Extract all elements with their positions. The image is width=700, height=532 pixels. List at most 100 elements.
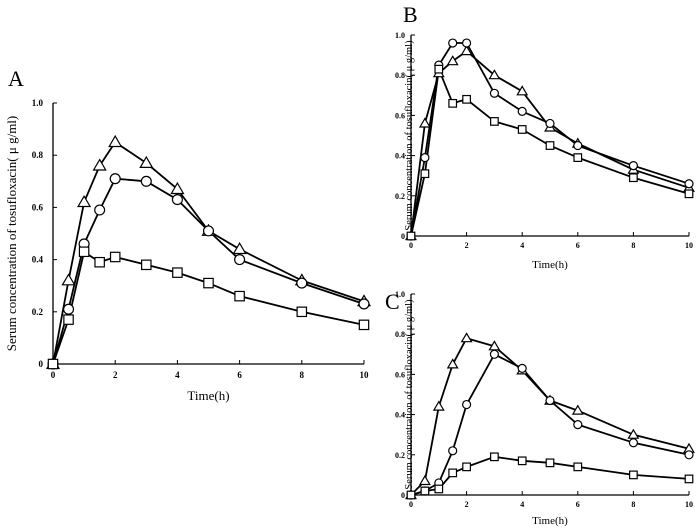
panel-a-point-square bbox=[172, 267, 183, 278]
panel-b-x-axis-label: Time(h) bbox=[532, 259, 568, 271]
panel-c-point-triangle bbox=[432, 400, 445, 411]
panel-b-x-tick-label: 10 bbox=[685, 241, 693, 250]
panel-a-x-axis-label: Time(h) bbox=[187, 388, 229, 403]
panel-c-point-triangle bbox=[418, 474, 431, 486]
panel-c-point-triangle bbox=[571, 404, 584, 415]
panel-c-x-tick-label: 2 bbox=[465, 500, 469, 509]
panel-b-y-tick-label: 0.4 bbox=[395, 152, 405, 161]
panel-b: B 0 2 4 6 8 10 0 0.2 0.4 0.6 0.8 1.0 Time(h) Serum con… bbox=[395, 2, 695, 271]
panel-b-point-square bbox=[629, 173, 638, 183]
panel-b-x-tick-label: 4 bbox=[520, 241, 524, 250]
panel-c-x-tick-label: 0 bbox=[409, 500, 413, 509]
panel-c-point-circle bbox=[628, 438, 638, 448]
panel-c-y-tick-label: 0.8 bbox=[395, 330, 405, 339]
panel-b-y-tick-label: 0.2 bbox=[395, 192, 405, 201]
panel-b-point-triangle bbox=[418, 117, 431, 128]
panel-c-point-circle bbox=[517, 363, 527, 373]
panel-a-y-axis-label: Serum concentration of tosufloxacin( μ g… bbox=[4, 116, 19, 352]
panel-c-point-square bbox=[420, 486, 430, 496]
panel-b-point-circle bbox=[628, 161, 638, 171]
panel-b-x-tick-label: 0 bbox=[409, 241, 413, 250]
panel-b-point-square bbox=[684, 189, 694, 199]
panel-a-point-triangle bbox=[92, 158, 107, 171]
panel-b-point-circle bbox=[573, 140, 583, 151]
panel-c-point-circle bbox=[545, 395, 555, 406]
panel-b-point-circle bbox=[489, 88, 499, 98]
panel-a-point-circle bbox=[140, 175, 152, 187]
panel-a-point-square bbox=[358, 319, 370, 331]
panel-a-point-circle bbox=[94, 204, 106, 216]
panel-a: A 0 2 4 6 8 10 0 0.2 0.4 0.6 0.8 1.0 Time(h) Serum con… bbox=[4, 66, 372, 403]
panel-b-point-square bbox=[448, 98, 458, 108]
panel-c-letter: C bbox=[385, 289, 400, 314]
panel-a-letter: A bbox=[8, 66, 24, 91]
panel-b-point-circle bbox=[420, 153, 430, 163]
panel-c-point-square bbox=[684, 474, 694, 484]
panel-a-y-tick-label: 0.8 bbox=[32, 150, 44, 160]
panel-c-point-circle bbox=[573, 420, 583, 430]
panel-b-letter: B bbox=[403, 2, 418, 27]
panel-b-point-triangle bbox=[488, 69, 501, 80]
panel-a-point-square bbox=[78, 246, 90, 258]
panel-c-point-square bbox=[629, 470, 638, 480]
panel-a-point-circle bbox=[171, 194, 183, 206]
panel-c-y-axis-label: Serum concentration of tosufloxacin( μ g… bbox=[404, 299, 415, 490]
panel-a-point-square bbox=[47, 358, 59, 370]
panel-c: C 0 2 4 6 8 10 0 0.2 0.4 0.6 0.8 1.0 Time(h) Serum con… bbox=[385, 289, 695, 527]
panel-a-x-tick-label: 0 bbox=[51, 370, 56, 380]
panel-c-point-triangle bbox=[460, 332, 473, 343]
panel-b-point-square bbox=[517, 125, 527, 134]
panel-b-point-square bbox=[545, 141, 555, 150]
panel-b-point-circle bbox=[684, 179, 694, 189]
panel-c-x-tick-label: 8 bbox=[631, 500, 635, 509]
panel-c-point-triangle bbox=[446, 358, 459, 369]
panel-c-point-square bbox=[573, 462, 583, 472]
panel-b-point-circle bbox=[517, 106, 527, 116]
panel-b-point-circle bbox=[448, 38, 458, 48]
panel-b-y-tick-label: 0 bbox=[401, 232, 405, 241]
panel-c-point-circle bbox=[489, 349, 499, 359]
panel-c-x-tick-label: 10 bbox=[685, 500, 693, 509]
panel-b-y-tick-label: 1.0 bbox=[395, 31, 405, 40]
panel-a-series-square-line bbox=[52, 250, 365, 365]
panel-a-point-circle bbox=[109, 173, 121, 185]
panel-b-series-square-line bbox=[410, 68, 690, 237]
panel-a-y-tick-label: 1.0 bbox=[32, 98, 44, 108]
panel-a-x-tick-label: 10 bbox=[360, 370, 370, 380]
panel-b-point-square bbox=[573, 153, 583, 162]
panel-a-point-square bbox=[109, 251, 121, 263]
panel-b-point-square bbox=[434, 64, 444, 74]
panel-b-y-tick-label: 0.8 bbox=[395, 71, 405, 80]
panel-a-point-square bbox=[63, 314, 74, 325]
panel-a-x-tick-label: 4 bbox=[175, 370, 180, 380]
panel-c-x-axis-label: Time(h) bbox=[532, 515, 568, 527]
panel-a-x-tick-label: 6 bbox=[237, 370, 242, 380]
panel-c-y-tick-label: 1.0 bbox=[395, 290, 405, 299]
panel-c-y-tick-label: 0 bbox=[401, 491, 405, 500]
panel-c-point-square bbox=[462, 462, 471, 472]
panel-c-point-square bbox=[434, 484, 444, 494]
panel-a-point-triangle bbox=[61, 273, 76, 286]
panel-a-point-square bbox=[234, 290, 245, 302]
panel-b-point-circle bbox=[462, 38, 472, 48]
panel-b-point-square bbox=[462, 94, 471, 104]
panel-c-point-square bbox=[448, 468, 458, 478]
panel-a-point-triangle bbox=[139, 155, 154, 168]
panel-c-point-square bbox=[490, 452, 499, 462]
panel-a-x-tick-label: 8 bbox=[300, 370, 305, 380]
panel-b-point-square bbox=[490, 117, 499, 126]
panel-a-point-square bbox=[141, 259, 152, 271]
panel-c-point-square bbox=[545, 458, 555, 468]
panel-b-x-tick-label: 6 bbox=[576, 241, 580, 250]
panel-a-y-tick-label: 0.6 bbox=[32, 202, 44, 212]
panel-a-y-tick-label: 0 bbox=[39, 359, 44, 369]
panel-a-point-circle bbox=[358, 298, 370, 310]
panel-c-y-tick-label: 0.4 bbox=[395, 411, 405, 420]
panel-a-point-circle bbox=[234, 254, 246, 266]
panel-a-point-square bbox=[296, 306, 308, 318]
panel-b-point-triangle bbox=[446, 55, 459, 66]
panel-a-x-tick-label: 2 bbox=[113, 370, 118, 380]
panel-a-point-triangle bbox=[77, 195, 92, 208]
panel-b-point-square bbox=[420, 169, 430, 179]
